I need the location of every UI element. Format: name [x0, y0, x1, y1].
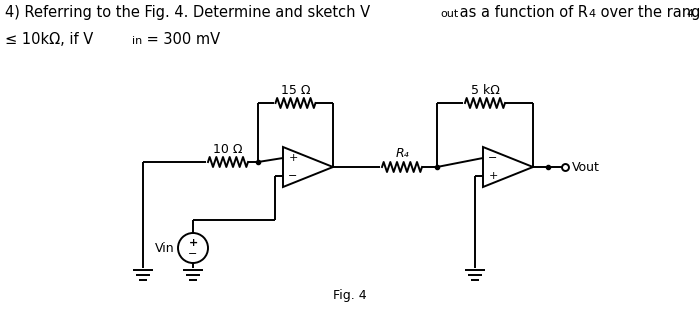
Text: out: out: [440, 9, 458, 19]
Text: 4: 4: [686, 9, 693, 19]
Text: +: +: [489, 171, 498, 181]
Text: 5 kΩ: 5 kΩ: [470, 83, 499, 97]
Text: as a function of R: as a function of R: [455, 5, 588, 20]
Text: 4: 4: [588, 9, 595, 19]
Text: ≤ 10kΩ, if V: ≤ 10kΩ, if V: [5, 32, 93, 47]
Text: 4) Referring to the Fig. 4. Determine and sketch V: 4) Referring to the Fig. 4. Determine an…: [5, 5, 370, 20]
Text: 10 Ω: 10 Ω: [214, 143, 243, 156]
Text: +: +: [288, 153, 298, 163]
Text: Fig. 4: Fig. 4: [333, 289, 367, 301]
Text: −: −: [489, 153, 498, 163]
Text: R₄: R₄: [395, 147, 409, 159]
Text: −: −: [188, 249, 197, 259]
Text: +: +: [188, 238, 197, 248]
Text: Vout: Vout: [572, 160, 600, 174]
Text: over the range of 1kΩ ≤ R: over the range of 1kΩ ≤ R: [596, 5, 700, 20]
Text: Vin: Vin: [155, 242, 175, 254]
Text: −: −: [288, 171, 298, 181]
Text: 15 Ω: 15 Ω: [281, 83, 310, 97]
Text: = 300 mV: = 300 mV: [142, 32, 220, 47]
Text: in: in: [132, 36, 142, 46]
